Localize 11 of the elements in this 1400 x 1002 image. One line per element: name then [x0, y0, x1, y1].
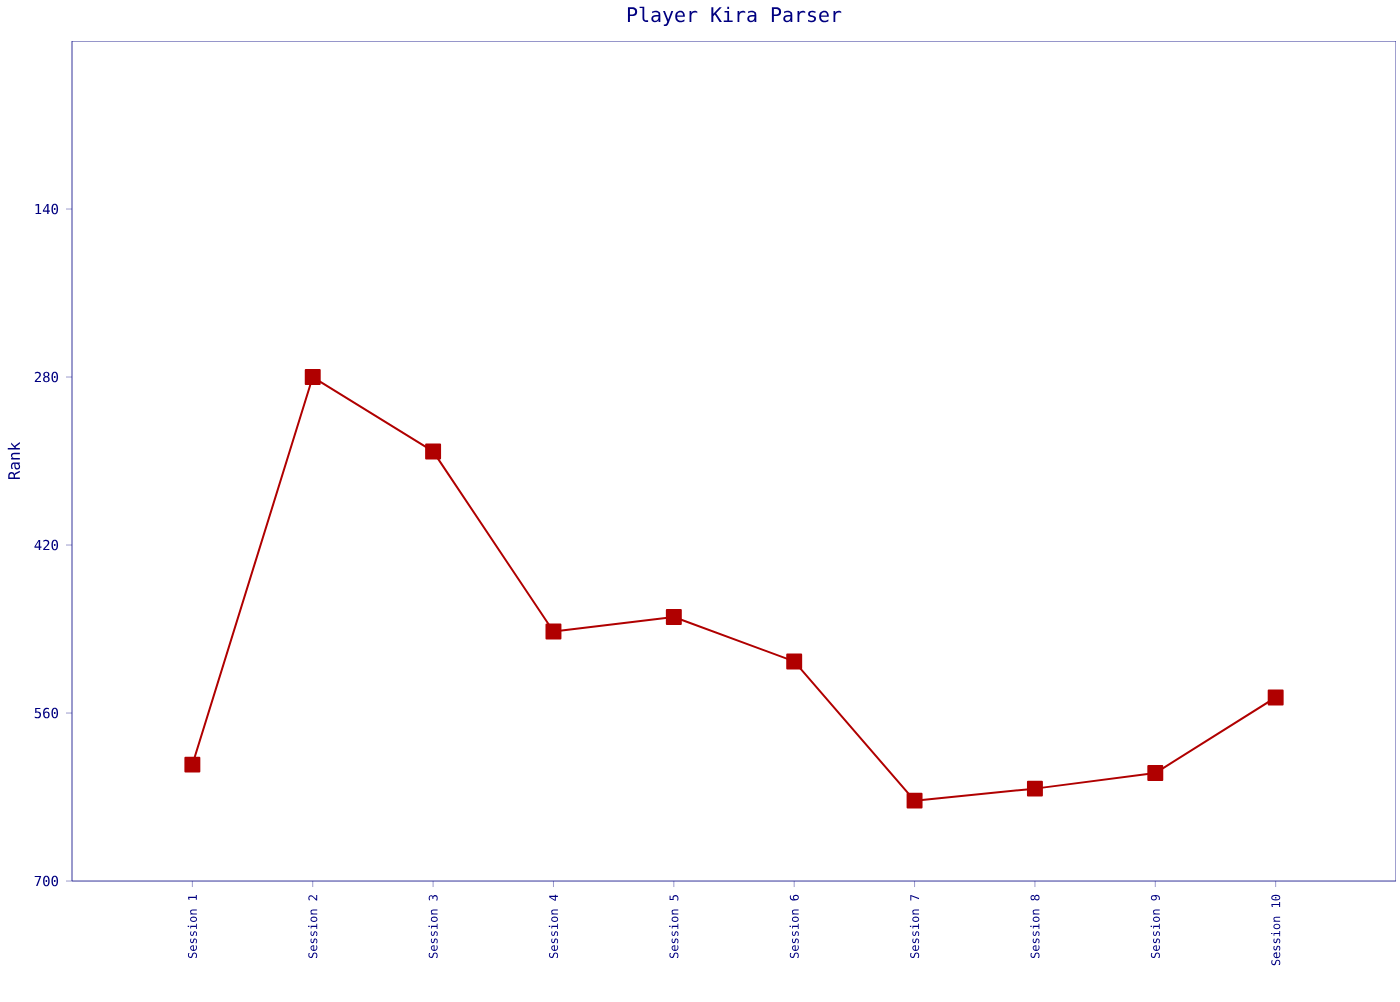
- chart-title: Player Kira Parser: [627, 7, 842, 27]
- point: [906, 793, 923, 810]
- point: [184, 757, 201, 774]
- point: [786, 653, 803, 670]
- point: [665, 609, 682, 626]
- point: [304, 369, 321, 386]
- point: [1147, 765, 1164, 782]
- point: [1026, 781, 1043, 798]
- point: [1267, 689, 1284, 706]
- point: [425, 443, 442, 460]
- point: [545, 623, 562, 640]
